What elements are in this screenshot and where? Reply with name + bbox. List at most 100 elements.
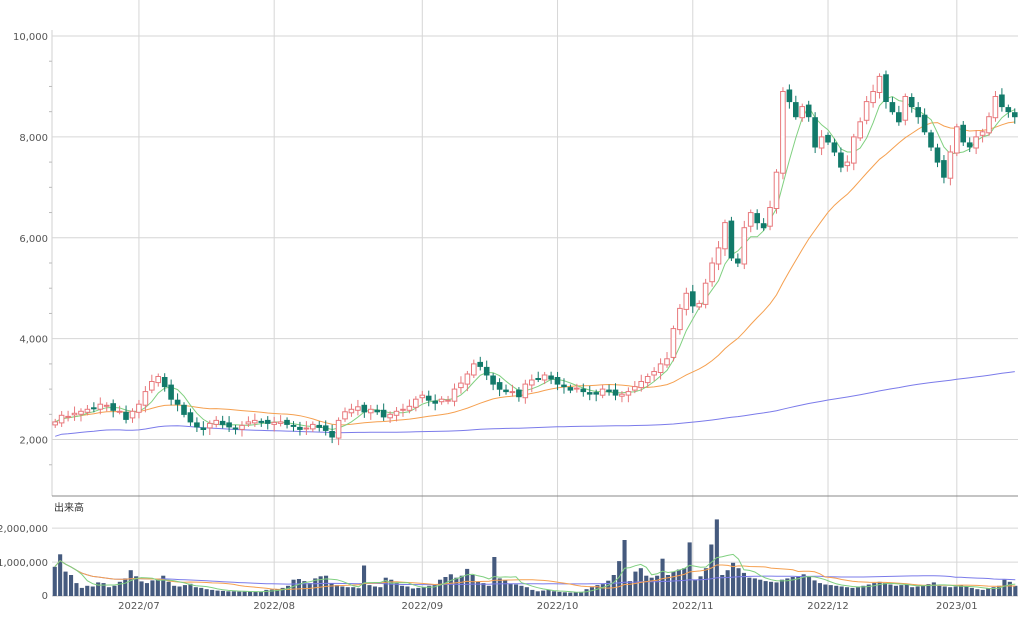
candle-body	[245, 421, 252, 425]
volume-bar	[161, 575, 166, 596]
volume-bar	[584, 589, 589, 596]
candle-body	[999, 94, 1005, 108]
volume-bar	[562, 592, 567, 596]
volume-bar	[866, 584, 871, 596]
candle-body	[793, 102, 799, 118]
volume-bar	[725, 570, 730, 596]
candle-body	[567, 387, 574, 391]
volume-bar	[470, 575, 475, 596]
volume-bar	[627, 581, 632, 596]
volume-bar	[134, 576, 139, 596]
volume-bar	[144, 583, 149, 596]
volume-bar	[188, 583, 193, 596]
volume-bar	[910, 587, 915, 596]
volume-bar	[296, 579, 301, 596]
candle-body	[619, 393, 625, 397]
candle-body	[548, 375, 554, 380]
volume-bar	[703, 568, 708, 596]
volume-bar	[834, 585, 839, 596]
candle-body	[638, 381, 645, 389]
candle-body	[773, 171, 780, 209]
candle-body	[348, 408, 355, 414]
candle-body	[954, 126, 960, 154]
candle-body	[825, 134, 831, 143]
candle-body	[966, 142, 973, 148]
volume-bar	[199, 587, 204, 596]
candle-body	[432, 400, 438, 404]
candle-body	[992, 96, 999, 119]
volume-bar	[839, 586, 844, 596]
x-tick-label: 2022/07	[118, 601, 160, 612]
volume-bar	[595, 585, 600, 596]
volume-bar	[448, 574, 453, 596]
volume-bar	[709, 544, 714, 596]
candle-body	[529, 379, 535, 386]
candle-body	[883, 74, 889, 103]
volume-bar	[329, 583, 334, 596]
candle-body	[438, 398, 445, 403]
volume-bar	[769, 581, 774, 596]
volume-bar	[443, 577, 448, 596]
candle-body	[368, 408, 374, 414]
candle-body	[116, 410, 123, 413]
candle-body	[161, 377, 168, 388]
candle-body	[735, 258, 741, 264]
volume-zero-label: 0	[42, 591, 48, 602]
candle-body	[271, 421, 277, 425]
candle-body	[715, 247, 722, 265]
candle-body	[123, 411, 129, 420]
volume-bar	[845, 587, 850, 596]
volume-bar	[280, 587, 285, 596]
volume-bar	[486, 585, 491, 596]
volume-bar	[1007, 581, 1012, 596]
candle-body	[522, 383, 529, 399]
volume-bar	[855, 587, 860, 596]
candle-body	[129, 410, 136, 419]
volume-bar	[356, 588, 361, 596]
candle-body	[799, 106, 806, 119]
candle-body	[908, 97, 915, 108]
volume-bar	[503, 580, 508, 596]
volume-bar	[432, 585, 437, 596]
candle-body	[84, 408, 91, 413]
candle-body	[284, 419, 290, 425]
candle-body	[870, 91, 876, 104]
candle-body	[310, 423, 316, 430]
volume-bar	[291, 579, 296, 596]
volume-bar	[899, 585, 904, 596]
volume-bar-series	[52, 519, 1018, 596]
price-y-tick-label: 4,000	[19, 335, 48, 346]
volume-bar	[758, 579, 763, 596]
price-y-tick-label: 2,000	[19, 436, 48, 447]
candle-body	[181, 404, 187, 415]
volume-bar	[617, 561, 622, 596]
volume-bar	[736, 568, 741, 596]
candle-body	[986, 116, 992, 134]
volume-bar	[362, 565, 367, 596]
volume-bar	[258, 591, 263, 596]
volume-bar	[351, 587, 356, 596]
volume-bar	[182, 585, 187, 596]
price-grid	[49, 0, 1018, 596]
candle-body	[258, 420, 265, 423]
volume-bar	[58, 554, 63, 596]
candle-body	[174, 399, 181, 405]
volume-bar	[535, 591, 540, 596]
candle-body	[471, 363, 477, 376]
volume-bar	[90, 586, 95, 596]
candle-body	[554, 377, 561, 385]
volume-bar	[172, 585, 177, 596]
volume-bar	[665, 575, 670, 596]
volume-bar	[372, 586, 377, 596]
x-tick-label: 2022/12	[807, 601, 849, 612]
candle-body	[606, 389, 612, 393]
candle-body	[374, 409, 380, 413]
volume-bar	[790, 577, 795, 596]
volume-bar	[524, 587, 529, 596]
candle-body	[709, 262, 715, 283]
volume-bar	[774, 582, 779, 596]
volume-bar	[991, 587, 996, 596]
volume-y-tick-label: 2,000,000	[0, 524, 48, 535]
candle-body	[535, 378, 542, 380]
candle-body	[194, 422, 200, 428]
